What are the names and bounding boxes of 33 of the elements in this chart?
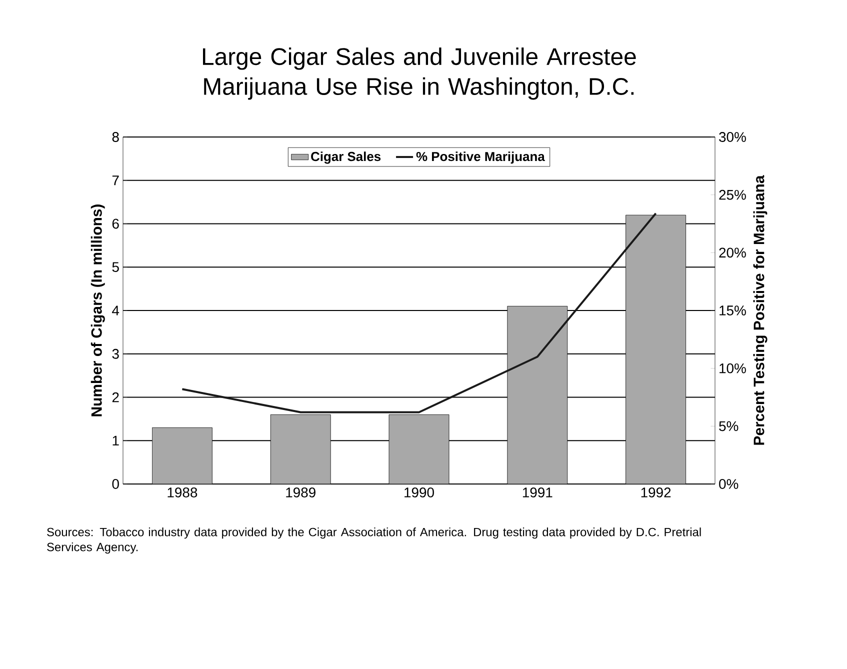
y-tick-label: 8 [112, 132, 119, 142]
y-tick-label: 5 [112, 262, 119, 272]
x-tick-label: 1988 [168, 488, 198, 498]
legend-label: % Positive Marijuana [416, 152, 545, 164]
y-tick-label: 1 [112, 436, 119, 446]
y2-tick-label: 5% [719, 421, 738, 432]
y-tick-label: 2 [112, 392, 119, 402]
y-tick-label: 0 [112, 479, 119, 489]
y-tick-label: 6 [112, 218, 119, 229]
y-tick-label: 4 [112, 306, 120, 316]
y2-tick-label: 30% [719, 132, 746, 142]
y-tick-label: 7 [112, 176, 119, 186]
x-tick-label: 1990 [404, 488, 434, 498]
bar [152, 428, 212, 484]
y2-tick-label: 25% [719, 190, 746, 200]
bar [507, 306, 568, 484]
line-series [181, 212, 657, 414]
legend-label: Cigar Sales [311, 152, 381, 164]
y2-axis-title: Percent Testing Positive for Marijuana [753, 175, 768, 445]
x-tick-label: 1991 [522, 488, 552, 498]
bar [270, 414, 331, 484]
y-axis-title: Number of Cigars (In millions) [90, 204, 105, 416]
y2-tick-label: 15% [720, 306, 746, 316]
x-tick-label: 1989 [286, 488, 316, 498]
bar [389, 414, 449, 484]
y2-tick-label: 0% [719, 479, 738, 489]
chart-title: Large Cigar Sales and Juvenile Arrestee Marijuana Use Rise in Washington, D.C. [203, 48, 636, 100]
source-note: Sources: Tobacco industry data provided by the Cigar Association of America. Drug testing data provided by D.C. Pretrial Services Agency. [47, 528, 701, 554]
bar [626, 214, 686, 484]
y2-tick-label: 20% [719, 248, 746, 258]
y2-tick-label: 10% [720, 363, 746, 374]
x-tick-label: 1992 [641, 488, 671, 498]
y-tick-label: 3 [112, 348, 119, 359]
